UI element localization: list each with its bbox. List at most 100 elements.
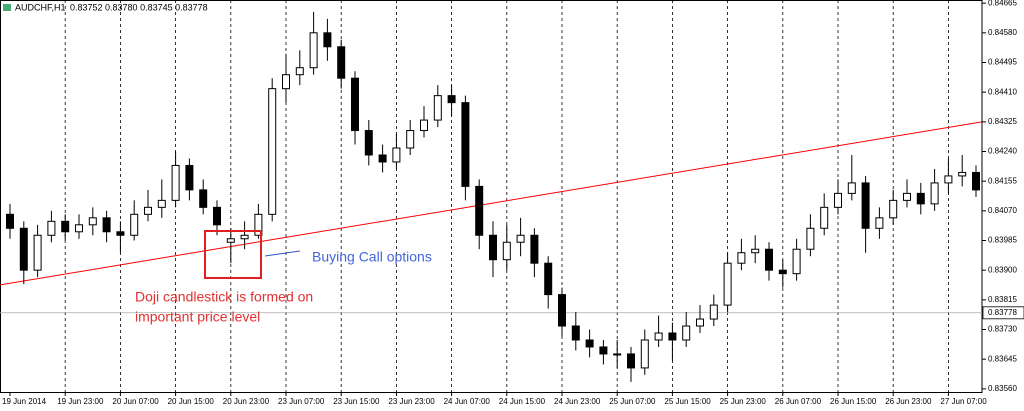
candle-body: [654, 332, 663, 341]
y-tick-label: 0.84240: [988, 147, 1017, 156]
x-tick-label: 27 Jun 07:00: [940, 397, 987, 406]
y-tick-label: 0.83645: [988, 354, 1017, 363]
x-tick-label: 20 Jun 15:00: [168, 397, 215, 406]
candle-body: [130, 213, 139, 236]
candle-body: [834, 192, 842, 208]
candle-body: [337, 46, 346, 79]
candle-body: [33, 234, 42, 271]
candle-body: [930, 182, 939, 205]
candle-body: [599, 346, 608, 355]
candle-body: [6, 213, 14, 229]
y-tick-label: 0.83900: [988, 265, 1017, 274]
candle-body: [613, 353, 622, 356]
candle-body: [213, 206, 221, 226]
y-tick-label: 0.83560: [988, 384, 1017, 393]
candle-body: [88, 217, 97, 226]
candle-body: [323, 32, 332, 48]
y-tick-label: 0.84410: [988, 87, 1017, 96]
plot-frame: [0, 0, 983, 393]
note: Doji candlestick is formed on: [135, 289, 313, 305]
quote: 0.83752 0.83780 0.83745 0.83778: [70, 2, 208, 12]
candle-body: [640, 339, 649, 369]
highlight-box: [204, 230, 262, 279]
candle-body: [530, 234, 539, 264]
candle-body: [144, 206, 152, 215]
candle-body: [709, 304, 718, 320]
candle-body: [378, 154, 387, 163]
x-tick-label: 19 Jun 2014: [2, 397, 47, 406]
signal-label: Buying Call options: [312, 249, 432, 265]
candle-body: [199, 189, 208, 208]
candle-body: [475, 185, 484, 236]
candle-body: [751, 248, 760, 254]
candle-body: [157, 199, 166, 208]
candle-body: [861, 182, 870, 229]
y-tick-label: 0.83815: [988, 295, 1017, 304]
candle-body: [295, 67, 304, 76]
candle-body: [47, 220, 56, 236]
candle-body: [668, 332, 677, 341]
candle-body: [226, 238, 235, 243]
y-tick-label: 0.84495: [988, 58, 1017, 67]
trendline: [0, 121, 983, 286]
candle-body: [364, 130, 373, 156]
candle-body: [585, 339, 594, 348]
y-tick-label: 0.83985: [988, 236, 1017, 245]
candle-body: [571, 325, 580, 341]
y-tick-label: 0.84580: [988, 28, 1017, 37]
chart-title: AUDCHF,H1: [15, 2, 66, 12]
plot: [0, 0, 983, 392]
x-tick-label: 23 Jun 23:00: [388, 397, 435, 406]
candle-body: [268, 88, 277, 215]
candle-body: [420, 119, 428, 132]
candle-body: [516, 234, 525, 243]
candle-body: [627, 353, 635, 369]
candle-body: [75, 224, 83, 233]
x-tick-label: 26 Jun 07:00: [775, 397, 822, 406]
candle-body: [309, 32, 318, 69]
y-tick-label: 0.84155: [988, 176, 1017, 185]
candle-body: [544, 262, 553, 296]
candle-body: [61, 220, 70, 233]
x-tick-label: 26 Jun 23:00: [885, 397, 932, 406]
candle-body: [696, 318, 704, 327]
y-tick-label: 0.84325: [988, 117, 1017, 126]
candle-body: [972, 171, 980, 191]
x-tick-label: 26 Jun 15:00: [830, 397, 877, 406]
candle-body: [489, 234, 497, 261]
x-tick-label: 25 Jun 23:00: [720, 397, 767, 406]
candle-body: [737, 252, 746, 264]
x-tick-label: 19 Jun 23:00: [57, 397, 104, 406]
candle-body: [392, 147, 401, 163]
x-tick-label: 20 Jun 23:00: [223, 397, 270, 406]
current-price-box: [982, 306, 1024, 320]
x-tick-label: 23 Jun 15:00: [333, 397, 380, 406]
x-tick-label: 25 Jun 07:00: [609, 397, 656, 406]
candle-body: [19, 227, 28, 271]
candle-body: [116, 231, 125, 236]
x-tick-label: 24 Jun 15:00: [499, 397, 546, 406]
candle-body: [433, 95, 442, 121]
candle-body: [792, 248, 801, 275]
candle-body: [102, 217, 111, 233]
candle-body: [847, 182, 856, 194]
candle-body: [723, 262, 732, 306]
y-tick-label: 0.83730: [988, 325, 1017, 334]
candle-body: [447, 95, 456, 104]
candle-body: [820, 206, 829, 229]
candle-body: [875, 217, 884, 229]
x-tick-label: 23 Jun 07:00: [278, 397, 325, 406]
candle-body: [916, 192, 925, 205]
candle-body: [406, 130, 415, 149]
x-tick-label: 20 Jun 07:00: [112, 397, 159, 406]
pointer: [264, 250, 301, 257]
note: important price level: [135, 309, 260, 325]
candle-body: [502, 241, 511, 261]
candle-body: [461, 102, 470, 187]
candle-body: [889, 199, 898, 219]
x-tick-label: 24 Jun 07:00: [444, 397, 491, 406]
candle-body: [806, 227, 815, 250]
candle-body: [240, 234, 249, 240]
